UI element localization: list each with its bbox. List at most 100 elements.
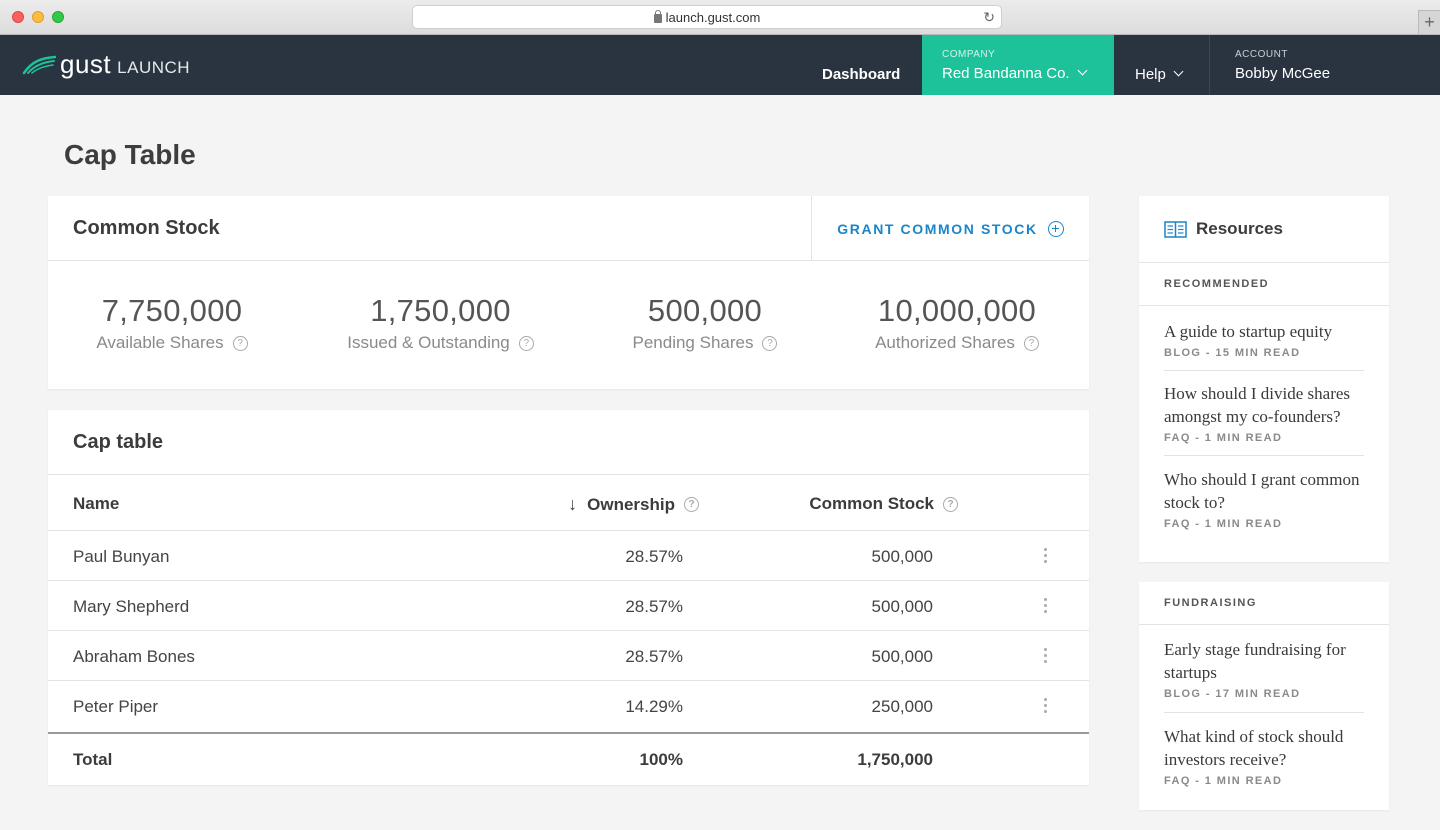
- stat-label: Available Shares: [96, 333, 224, 352]
- reload-icon[interactable]: ↻: [983, 9, 995, 25]
- cell-ownership: 28.57%: [625, 597, 683, 616]
- stat-pending-shares: 500,000 Pending Shares?: [630, 293, 780, 353]
- total-ownership: 100%: [639, 750, 683, 769]
- close-window-button[interactable]: [12, 11, 24, 23]
- more-options-icon[interactable]: [1044, 648, 1048, 664]
- plus-circle-icon: [1047, 220, 1064, 237]
- resource-meta: BLOG - 17 MIN READ: [1164, 688, 1301, 700]
- stat-label: Authorized Shares: [875, 333, 1015, 352]
- minimize-window-button[interactable]: [32, 11, 44, 23]
- common-stock-title: Common Stock: [73, 217, 220, 239]
- browser-toolbar: launch.gust.com ↻ +: [0, 0, 1440, 35]
- resources-card: Resources RECOMMENDED A guide to startup…: [1139, 196, 1389, 562]
- stat-label: Issued & Outstanding: [347, 333, 510, 352]
- logo-text: gust: [60, 49, 112, 79]
- cell-ownership: 14.29%: [625, 697, 683, 716]
- grant-label: GRANT COMMON STOCK: [837, 220, 1038, 237]
- resource-meta: FAQ - 1 MIN READ: [1164, 518, 1283, 530]
- cell-common-stock: 250,000: [871, 697, 933, 716]
- column-header-ownership[interactable]: ↓ Ownership ?: [568, 494, 699, 515]
- cell-common-stock: 500,000: [871, 597, 933, 616]
- nav-dashboard-link[interactable]: Dashboard: [822, 66, 901, 83]
- address-bar[interactable]: launch.gust.com ↻: [412, 5, 1002, 29]
- new-tab-button[interactable]: +: [1418, 10, 1440, 34]
- account-menu[interactable]: ACCOUNT Bobby McGee: [1235, 49, 1330, 82]
- cap-table-card: Cap table Name ↓ Ownership ? Common Stoc…: [48, 410, 1089, 785]
- table-row[interactable]: Abraham Bones 28.57% 500,000: [48, 631, 1089, 681]
- recommended-label: RECOMMENDED: [1139, 263, 1389, 306]
- stat-value: 500,000: [647, 293, 763, 328]
- common-stock-header-label: Common Stock: [809, 494, 934, 513]
- resource-link[interactable]: How should I divide shares amongst my co…: [1164, 371, 1364, 456]
- resource-title: Who should I grant common stock to?: [1164, 470, 1360, 512]
- ownership-header-label: Ownership: [587, 494, 675, 514]
- table-row[interactable]: Mary Shepherd 28.57% 500,000: [48, 581, 1089, 631]
- help-icon[interactable]: ?: [1023, 335, 1039, 351]
- account-label: ACCOUNT: [1235, 49, 1288, 60]
- more-options-icon[interactable]: [1044, 548, 1048, 564]
- stat-value: 10,000,000: [877, 293, 1037, 328]
- more-options-icon[interactable]: [1044, 598, 1048, 614]
- logo-subtext: LAUNCH: [117, 57, 191, 77]
- company-name: Red Bandanna Co.: [942, 65, 1070, 82]
- help-menu[interactable]: Help: [1114, 35, 1210, 95]
- resource-title: What kind of stock should investors rece…: [1164, 727, 1344, 769]
- sort-arrow-down-icon: ↓: [568, 494, 578, 514]
- cell-name: Peter Piper: [73, 697, 159, 716]
- common-stock-card: Common Stock GRANT COMMON STOCK 7,750,00…: [48, 196, 1089, 389]
- resource-meta: FAQ - 1 MIN READ: [1164, 775, 1283, 787]
- fundraising-card: FUNDRAISING Early stage fundraising for …: [1139, 582, 1389, 810]
- cell-ownership: 28.57%: [625, 547, 683, 566]
- stat-issued-outstanding: 1,750,000 Issued & Outstanding?: [343, 293, 538, 353]
- help-icon[interactable]: ?: [232, 335, 248, 351]
- stat-value: 7,750,000: [101, 293, 243, 328]
- company-switcher[interactable]: COMPANY Red Bandanna Co.: [922, 35, 1114, 95]
- resource-title: How should I divide shares amongst my co…: [1164, 384, 1351, 426]
- fundraising-label: FUNDRAISING: [1139, 582, 1389, 625]
- resources-header: Resources: [1139, 196, 1389, 263]
- lock-icon: [653, 9, 662, 23]
- help-icon[interactable]: ?: [762, 335, 778, 351]
- cell-name: Abraham Bones: [73, 647, 195, 666]
- cell-common-stock: 500,000: [871, 647, 933, 666]
- resource-link[interactable]: Who should I grant common stock to? FAQ …: [1164, 456, 1364, 541]
- chevron-down-icon: [1173, 66, 1184, 77]
- resource-link[interactable]: Early stage fundraising for startups BLO…: [1164, 625, 1364, 713]
- table-header: Name ↓ Ownership ? Common Stock ?: [48, 475, 1089, 531]
- resource-title: Early stage fundraising for startups: [1164, 640, 1346, 682]
- resource-meta: BLOG - 15 MIN READ: [1164, 347, 1301, 359]
- gust-swoosh-icon: [22, 55, 56, 74]
- stat-value: 1,750,000: [370, 293, 511, 328]
- stat-label: Pending Shares: [632, 333, 754, 352]
- column-header-common-stock[interactable]: Common Stock ?: [809, 494, 958, 514]
- resources-title: Resources: [1196, 219, 1283, 238]
- url-text: launch.gust.com: [665, 9, 761, 25]
- help-icon[interactable]: ?: [943, 496, 958, 512]
- total-label: Total: [73, 750, 113, 769]
- account-name: Bobby McGee: [1235, 65, 1331, 82]
- zoom-window-button[interactable]: [52, 11, 64, 23]
- column-header-name[interactable]: Name: [73, 494, 120, 513]
- page-title: Cap Table: [64, 139, 196, 170]
- resource-link[interactable]: A guide to startup equity BLOG - 15 MIN …: [1164, 306, 1364, 371]
- table-total-row: Total 100% 1,750,000: [48, 732, 1089, 785]
- help-label: Help: [1135, 66, 1166, 83]
- help-icon[interactable]: ?: [684, 497, 699, 512]
- help-icon[interactable]: ?: [518, 335, 534, 351]
- gust-launch-logo[interactable]: gust LAUNCH: [22, 49, 190, 80]
- company-label: COMPANY: [942, 49, 996, 60]
- total-common-stock: 1,750,000: [857, 750, 933, 769]
- top-navigation: gust LAUNCH Dashboard COMPANY Red Bandan…: [0, 35, 1440, 95]
- stat-authorized-shares: 10,000,000 Authorized Shares?: [872, 293, 1042, 353]
- resource-link[interactable]: What kind of stock should investors rece…: [1164, 713, 1364, 798]
- grant-common-stock-button[interactable]: GRANT COMMON STOCK: [811, 196, 1089, 261]
- more-options-icon[interactable]: [1044, 698, 1048, 714]
- cell-name: Mary Shepherd: [73, 597, 190, 616]
- table-row[interactable]: Peter Piper 14.29% 250,000: [48, 681, 1089, 731]
- chevron-down-icon: [1077, 65, 1088, 76]
- resource-title: A guide to startup equity: [1164, 322, 1333, 341]
- book-icon: [1164, 220, 1187, 238]
- stat-available-shares: 7,750,000 Available Shares?: [94, 293, 250, 353]
- table-row[interactable]: Paul Bunyan 28.57% 500,000: [48, 531, 1089, 581]
- cap-table-title: Cap table: [73, 431, 164, 453]
